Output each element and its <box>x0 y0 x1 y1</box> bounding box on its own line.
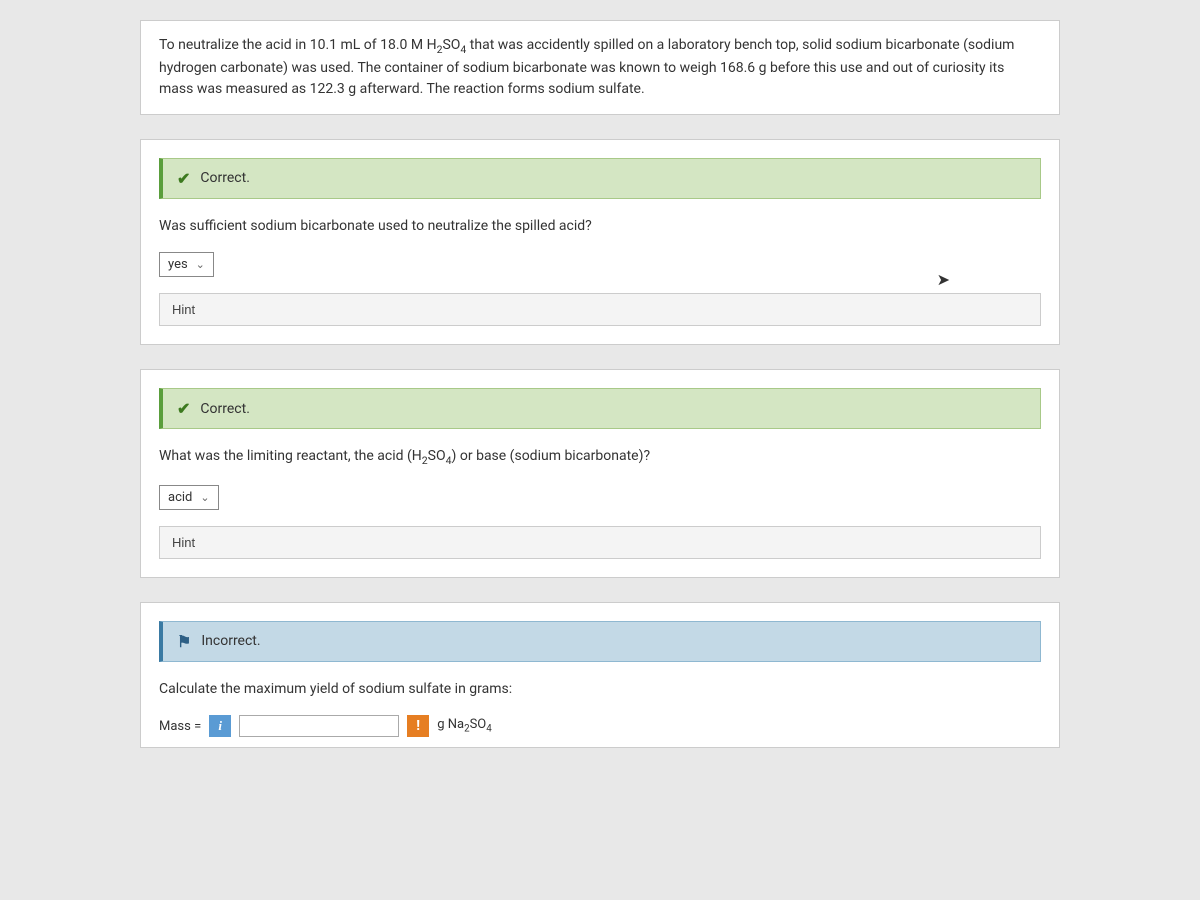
feedback-bar-incorrect: ⚑ Incorrect. <box>159 621 1041 662</box>
mass-input-row: Mass = i ! g Na2SO4 <box>159 715 1041 737</box>
question-text-2: What was the limiting reactant, the acid… <box>159 447 1041 468</box>
answer-select-2[interactable]: acid ⌄ <box>159 485 219 510</box>
problem-statement: To neutralize the acid in 10.1 mL of 18.… <box>140 20 1060 115</box>
hint-button-1[interactable]: Hint <box>159 293 1041 326</box>
feedback-label: Incorrect. <box>201 633 260 649</box>
check-icon: ✔ <box>177 169 190 188</box>
feedback-label: Correct. <box>200 170 249 186</box>
selected-value: yes <box>168 257 188 272</box>
question-text-1: Was sufficient sodium bicarbonate used t… <box>159 217 1041 237</box>
unit-label: g Na2SO4 <box>437 717 492 735</box>
feedback-bar-correct-1: ✔ Correct. <box>159 158 1041 199</box>
mass-input[interactable] <box>239 715 399 737</box>
question-text-3: Calculate the maximum yield of sodium su… <box>159 680 1041 700</box>
feedback-label: Correct. <box>200 401 249 417</box>
info-button[interactable]: i <box>209 715 231 737</box>
problem-text-1: To neutralize the acid in 10.1 mL of 18.… <box>159 37 437 53</box>
question-block-1: ✔ Correct. Was sufficient sodium bicarbo… <box>140 139 1060 346</box>
check-icon: ✔ <box>177 399 190 418</box>
problem-text-2: SO <box>442 37 460 53</box>
answer-select-1[interactable]: yes ⌄ <box>159 252 214 277</box>
mass-label: Mass = <box>159 719 201 734</box>
chevron-down-icon: ⌄ <box>196 258 205 271</box>
question-block-3: ⚑ Incorrect. Calculate the maximum yield… <box>140 602 1060 749</box>
flag-icon: ⚑ <box>177 632 191 651</box>
selected-value: acid <box>168 490 192 505</box>
question-block-2: ✔ Correct. What was the limiting reactan… <box>140 369 1060 577</box>
hint-button-2[interactable]: Hint <box>159 526 1041 559</box>
feedback-bar-correct-2: ✔ Correct. <box>159 388 1041 429</box>
chevron-down-icon: ⌄ <box>200 491 209 504</box>
warn-button[interactable]: ! <box>407 715 429 737</box>
